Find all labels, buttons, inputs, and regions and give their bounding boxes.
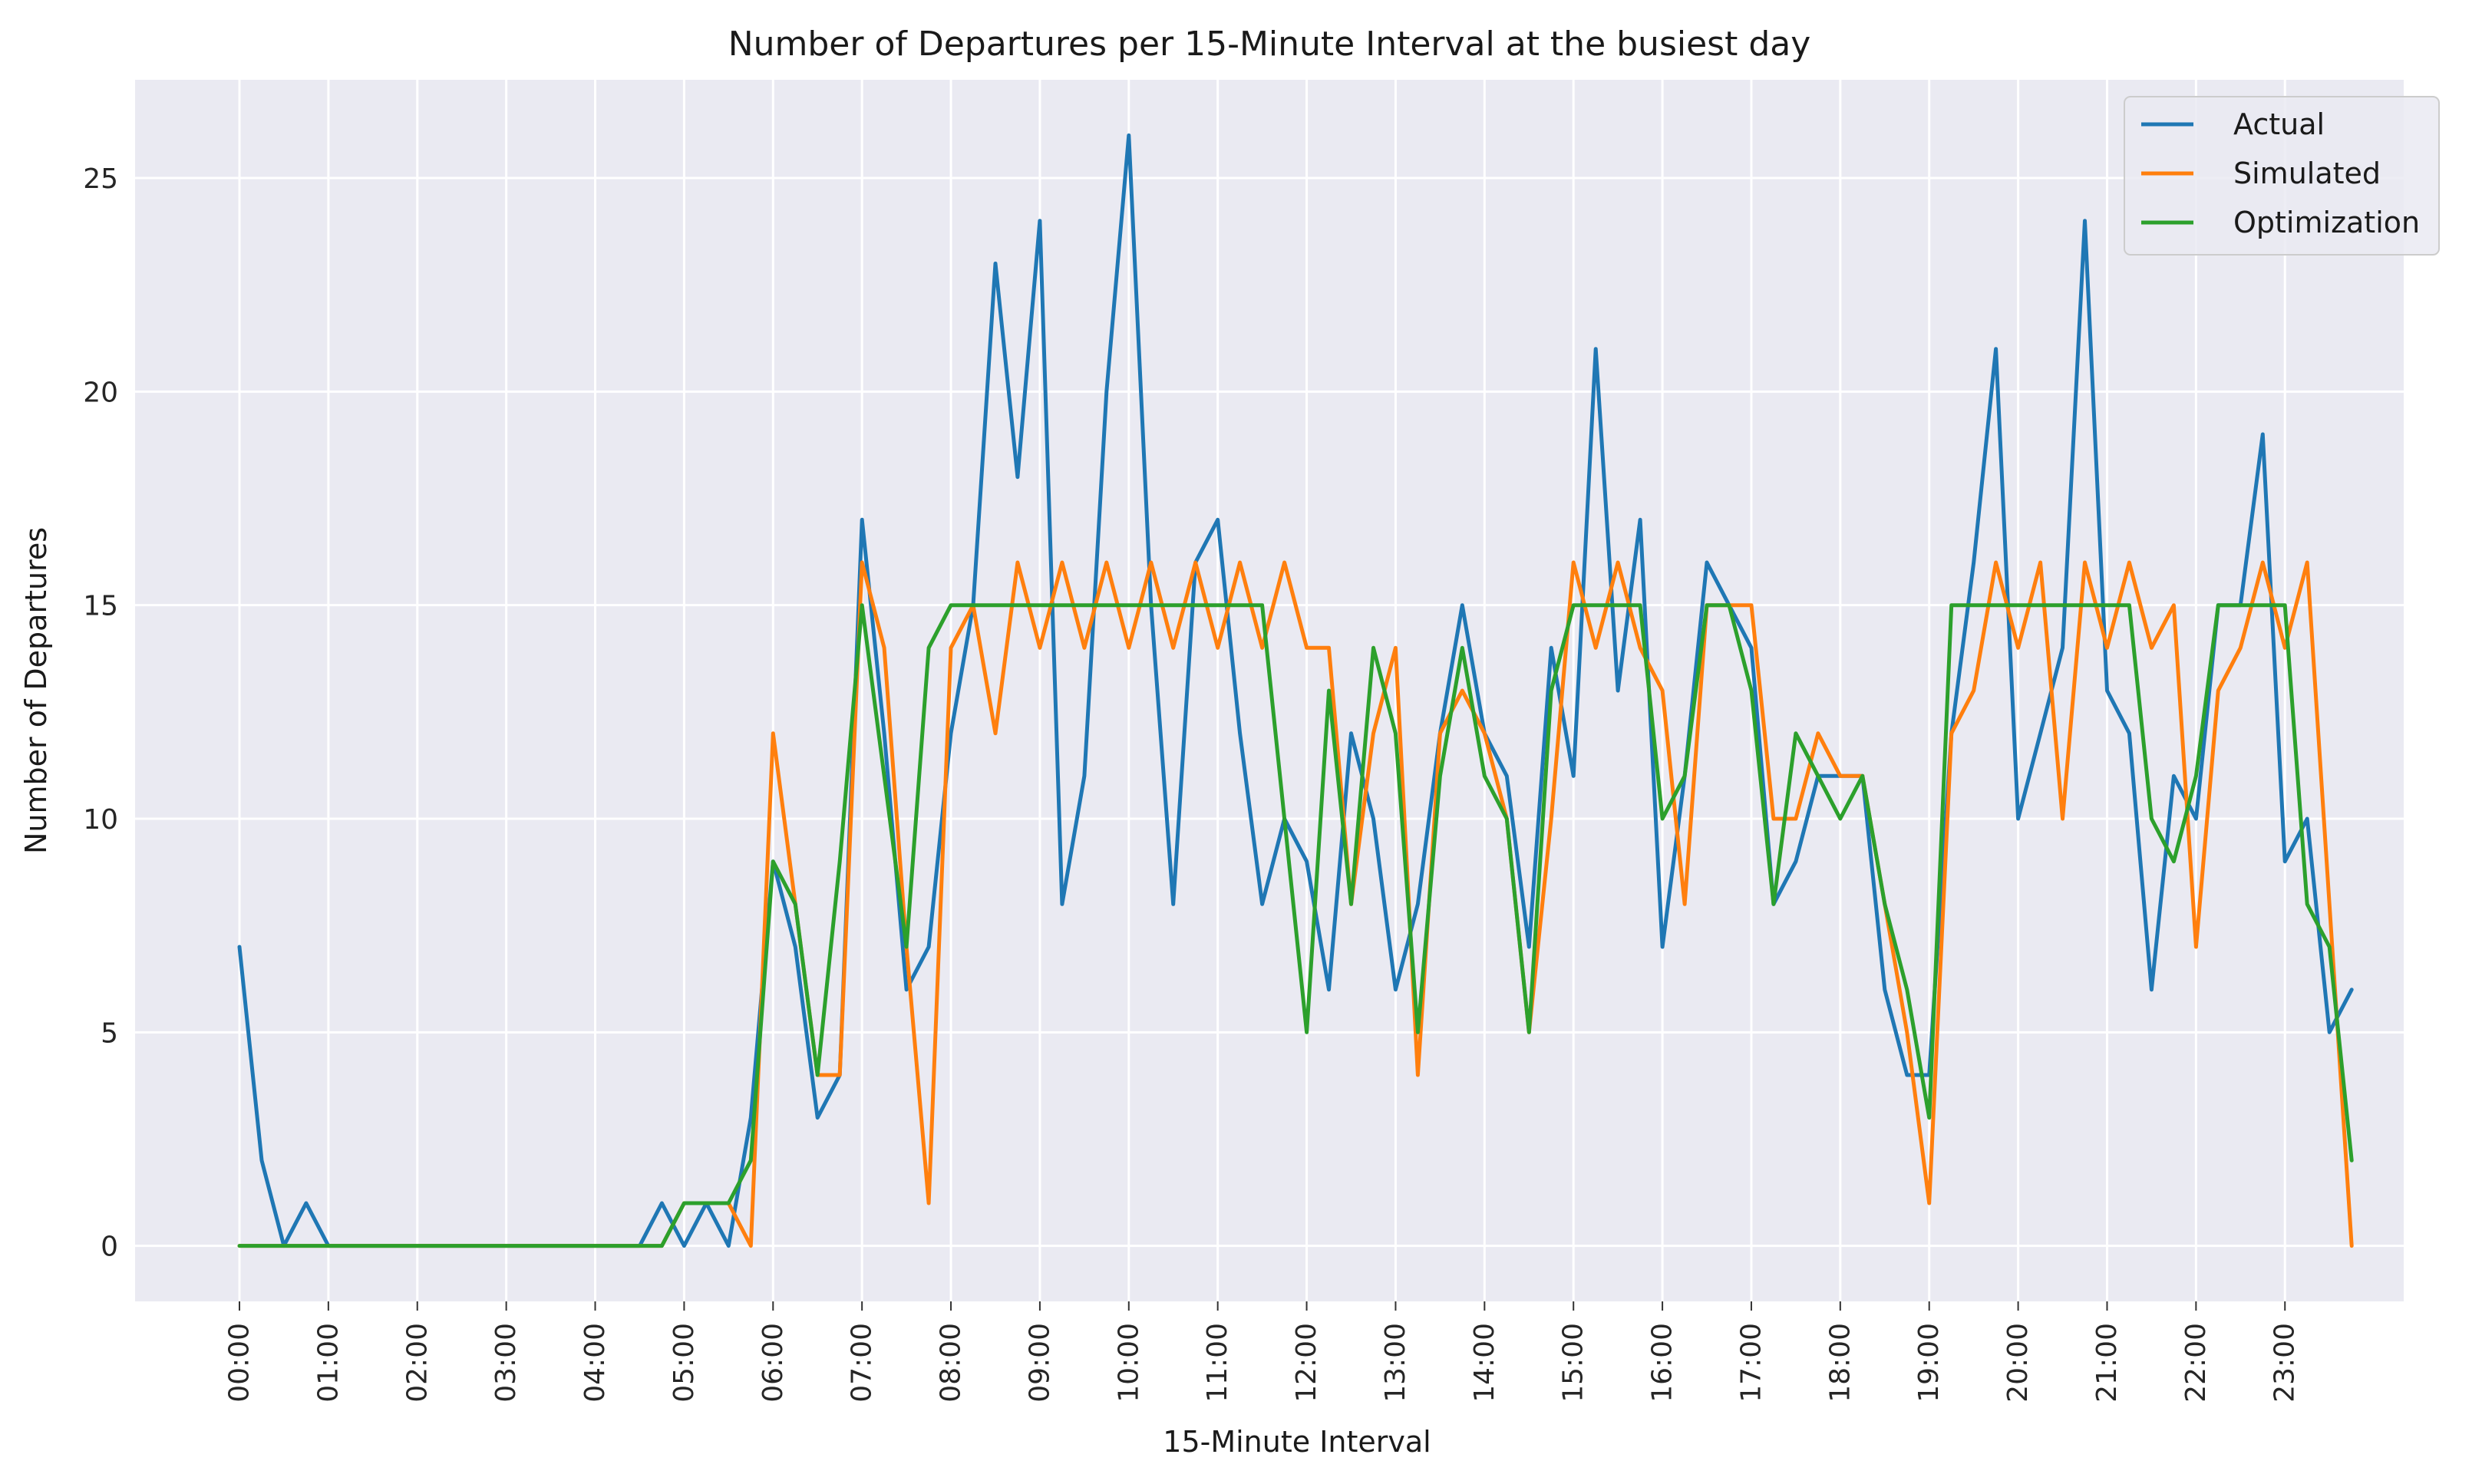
- x-axis-ticks: 00:00 01:00 02:00 03:00 04:00 05:00 06:00 07:00…: [224, 1301, 2301, 1403]
- x-tick-label: 22:00: [2180, 1323, 2212, 1403]
- y-tick-label: 5: [101, 1017, 118, 1049]
- y-tick-label: 15: [83, 591, 118, 622]
- y-tick-label: 20: [83, 377, 118, 408]
- x-tick-label: 07:00: [847, 1323, 878, 1403]
- x-tick-label: 13:00: [1380, 1323, 1411, 1403]
- legend-label-simulated: Simulated: [2233, 157, 2381, 190]
- y-tick-label: 10: [83, 804, 118, 836]
- x-tick-label: 20:00: [2002, 1323, 2034, 1403]
- x-tick-label: 16:00: [1647, 1323, 1678, 1403]
- y-axis-label: Number of Departures: [19, 527, 53, 854]
- legend: Actual Simulated Optimization: [2124, 96, 2440, 256]
- y-tick-label: 0: [101, 1232, 118, 1263]
- x-tick-label: 21:00: [2091, 1323, 2123, 1403]
- x-tick-label: 11:00: [1202, 1323, 1233, 1403]
- x-tick-label: 03:00: [490, 1323, 522, 1403]
- legend-label-actual: Actual: [2233, 107, 2325, 141]
- x-tick-label: 18:00: [1824, 1323, 1856, 1403]
- x-tick-label: 09:00: [1024, 1323, 1055, 1403]
- x-tick-label: 17:00: [1735, 1323, 1767, 1403]
- chart-title: Number of Departures per 15-Minute Inter…: [728, 25, 1811, 64]
- x-tick-label: 08:00: [936, 1323, 967, 1403]
- y-axis-ticks: 0 5 10 15 20 25: [83, 163, 118, 1263]
- x-tick-label: 23:00: [2269, 1323, 2301, 1403]
- x-axis-label: 15-Minute Interval: [1163, 1425, 1431, 1459]
- x-tick-label: 01:00: [312, 1323, 344, 1403]
- x-tick-label: 10:00: [1113, 1323, 1144, 1403]
- y-tick-label: 25: [83, 163, 118, 195]
- x-tick-label: 14:00: [1469, 1323, 1500, 1403]
- series-lines: [237, 133, 2354, 1248]
- x-tick-label: 15:00: [1558, 1323, 1589, 1403]
- x-tick-label: 05:00: [668, 1323, 700, 1403]
- series-line-optimization: [237, 603, 2354, 1248]
- legend-box: [2124, 96, 2440, 256]
- x-tick-label: 06:00: [757, 1323, 789, 1403]
- x-tick-label: 00:00: [224, 1323, 256, 1403]
- x-tick-label: 02:00: [401, 1323, 433, 1403]
- x-tick-label: 19:00: [1913, 1323, 1945, 1403]
- x-tick-label: 04:00: [579, 1323, 611, 1403]
- legend-label-optimization: Optimization: [2233, 206, 2420, 239]
- x-tick-label: 12:00: [1291, 1323, 1322, 1403]
